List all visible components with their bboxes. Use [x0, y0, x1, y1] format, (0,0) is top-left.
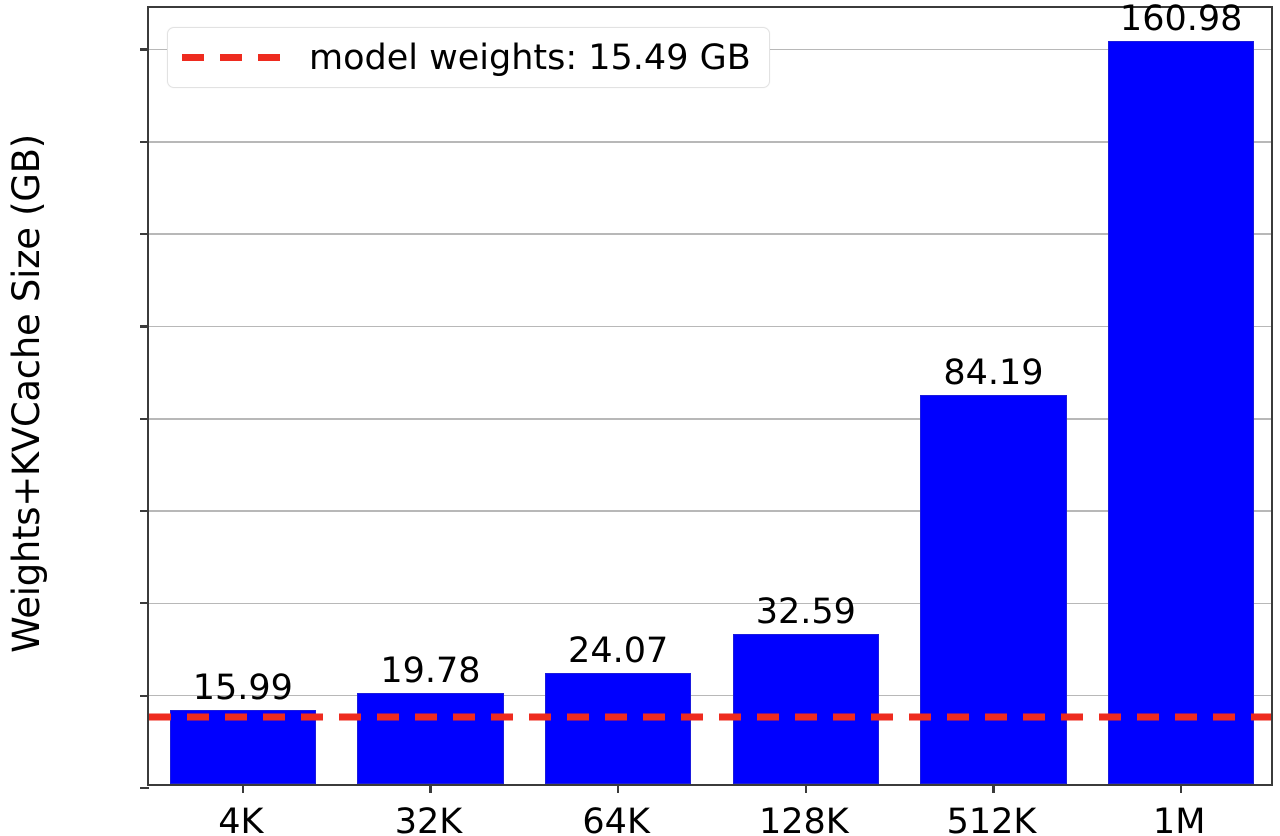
- x-tick-mark: [804, 784, 807, 793]
- y-tick-mark: [140, 694, 149, 697]
- grid-line: [149, 602, 1271, 605]
- bar-value-label: 84.19: [943, 353, 1044, 394]
- model-weights-threshold-line: [149, 713, 1271, 720]
- x-tick-label: 32K: [394, 802, 463, 836]
- bar-value-label: 32.59: [755, 591, 856, 632]
- x-tick-label: 64K: [582, 802, 650, 836]
- y-tick-mark: [140, 602, 149, 605]
- x-tick-mark: [429, 784, 432, 793]
- y-tick-mark: [140, 417, 149, 420]
- grid-line: [149, 325, 1271, 328]
- plot-area: 15.99 19.78 24.07 32.59 84.19 160.98 model we…: [140, 0, 1273, 793]
- bar-value-label: 15.99: [192, 668, 293, 709]
- y-tick-mark: [140, 786, 149, 790]
- legend-label: model weights: 15.49 GB: [309, 37, 751, 78]
- bar-value-label: 19.78: [380, 650, 481, 691]
- grid-line: [149, 141, 1271, 143]
- y-axis-label: Weights+KVCache Size (GB): [4, 133, 48, 653]
- legend[interactable]: model weights: 15.49 GB: [167, 27, 770, 88]
- bar-value-label: 160.98: [1119, 0, 1243, 39]
- x-tick-mark: [992, 784, 995, 793]
- y-axis-label-container: Weights+KVCache Size (GB): [0, 0, 52, 786]
- x-tick-label: 4K: [218, 802, 264, 836]
- y-tick-mark: [140, 48, 149, 51]
- grid-line: [149, 694, 1271, 697]
- y-tick-mark: [140, 509, 149, 513]
- bar: [357, 692, 504, 784]
- bar: [544, 672, 692, 784]
- bar-value-label: 24.07: [568, 630, 669, 671]
- bar: [920, 395, 1067, 784]
- bar: [1107, 41, 1255, 784]
- grid-line: [149, 233, 1271, 235]
- x-tick-mark: [617, 784, 620, 793]
- legend-dashed-line-icon: [182, 54, 287, 61]
- y-tick-mark: [140, 325, 149, 328]
- y-tick-mark: [140, 233, 149, 236]
- x-tick-label: 1M: [1152, 802, 1206, 836]
- x-tick-label: 128K: [758, 802, 849, 836]
- grid-line: [149, 417, 1271, 420]
- y-tick-mark: [140, 140, 149, 143]
- bar: [169, 710, 317, 784]
- x-tick-mark: [241, 784, 244, 793]
- x-tick-mark: [1180, 784, 1183, 793]
- bar: [732, 633, 880, 784]
- x-tick-label: 512K: [946, 802, 1037, 836]
- grid-line: [149, 510, 1271, 512]
